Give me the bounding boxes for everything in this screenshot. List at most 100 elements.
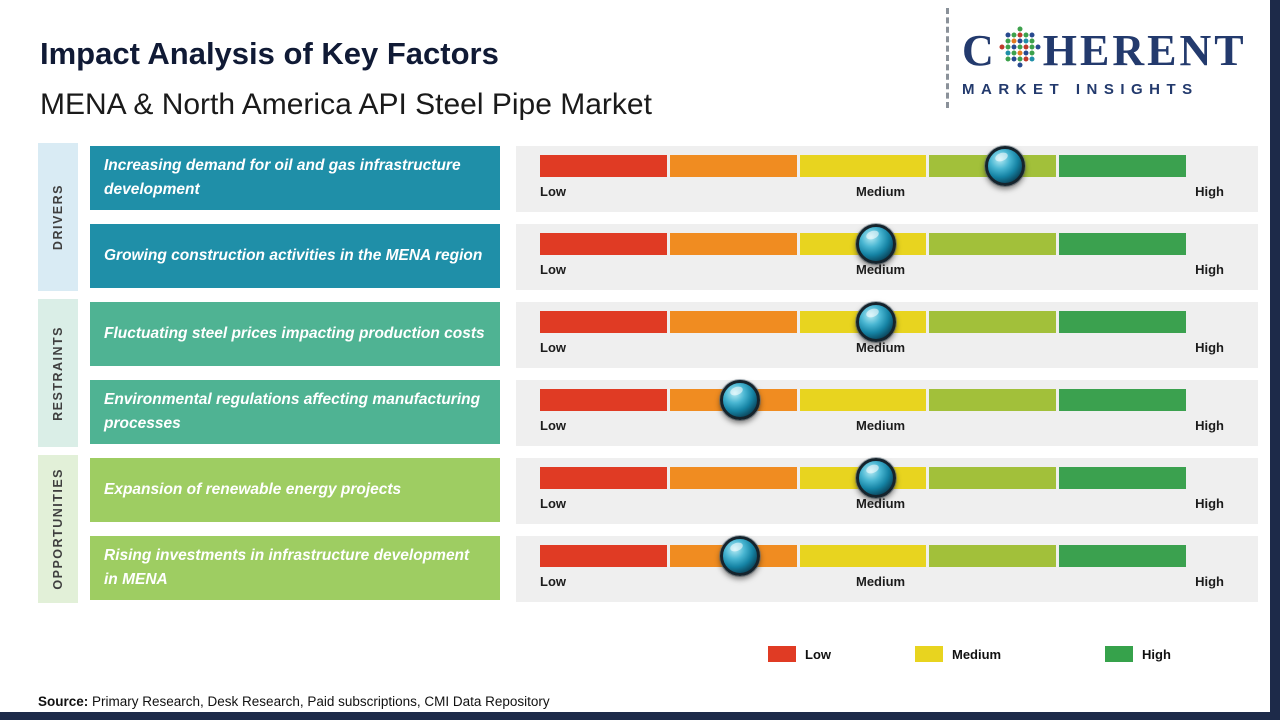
source-label: Source: <box>38 694 89 709</box>
impact-panel: Low Medium High <box>516 302 1258 368</box>
bar-segment <box>799 389 927 411</box>
factor-row: Growing construction activities in the M… <box>0 224 1280 290</box>
bar-segment <box>540 467 667 489</box>
impact-bar <box>540 146 1186 186</box>
factor-box: Growing construction activities in the M… <box>90 224 500 288</box>
legend-label: Low <box>805 646 831 662</box>
bar-segment <box>929 467 1057 489</box>
scale-label-high: High <box>1195 184 1224 199</box>
bottom-border <box>0 712 1280 720</box>
scale-labels: Low Medium High <box>540 184 1224 199</box>
factor-box: Expansion of renewable energy projects <box>90 458 500 522</box>
factor-box: Fluctuating steel prices impacting produ… <box>90 302 500 366</box>
factor-box: Increasing demand for oil and gas infras… <box>90 146 500 210</box>
source-line: Source: Primary Research, Desk Research,… <box>38 694 550 709</box>
bar-segment <box>929 311 1057 333</box>
scale-label-high: High <box>1195 262 1224 277</box>
scale-label-low: Low <box>540 262 566 277</box>
factor-row: Rising investments in infrastructure dev… <box>0 536 1280 602</box>
factor-row: Increasing demand for oil and gas infras… <box>0 146 1280 212</box>
logo-tagline: MARKET INSIGHTS <box>962 81 1199 98</box>
bar-segment <box>669 233 797 255</box>
bar-segment <box>929 389 1057 411</box>
right-border <box>1270 0 1280 720</box>
scale-label-medium: Medium <box>855 184 906 199</box>
company-logo: C HERENT MARKET INSIGHTS <box>962 26 1264 98</box>
scale-label-medium: Medium <box>855 496 906 511</box>
impact-bar <box>540 536 1186 576</box>
scale-label-low: Low <box>540 574 566 589</box>
bar-segment <box>669 155 797 177</box>
factor-text: Fluctuating steel prices impacting produ… <box>104 324 485 342</box>
scale-label-low: Low <box>540 418 566 433</box>
scale-label-low: Low <box>540 340 566 355</box>
bar-segment <box>1059 233 1186 255</box>
bar-segment <box>929 233 1057 255</box>
scale-label-low: Low <box>540 496 566 511</box>
impact-knob[interactable] <box>855 224 896 264</box>
bar-segment <box>1059 389 1186 411</box>
impact-knob[interactable] <box>855 302 896 342</box>
scale-label-high: High <box>1195 418 1224 433</box>
group-strip-drivers: DRIVERS <box>38 143 78 291</box>
logo-divider <box>946 8 949 108</box>
scale-label-low: Low <box>540 184 566 199</box>
factor-box: Environmental regulations affecting manu… <box>90 380 500 444</box>
bar-segment <box>540 389 667 411</box>
bar-segment <box>1059 545 1186 567</box>
logo-letter-c: C <box>962 26 997 75</box>
impact-knob[interactable] <box>855 458 896 498</box>
impact-panel: Low Medium High <box>516 380 1258 446</box>
factor-text: Environmental regulations affecting manu… <box>104 390 481 432</box>
logo-wordmark: C HERENT <box>962 26 1264 76</box>
legend-item: Low <box>768 646 831 662</box>
scale-labels: Low Medium High <box>540 418 1224 433</box>
globe-icon <box>999 26 1041 76</box>
logo-letters-herent: HERENT <box>1042 26 1247 75</box>
factor-row: Fluctuating steel prices impacting produ… <box>0 302 1280 368</box>
bar-segment <box>669 467 797 489</box>
impact-panel: Low Medium High <box>516 458 1258 524</box>
bar-segment <box>540 545 667 567</box>
scale-label-high: High <box>1195 340 1224 355</box>
scale-labels: Low Medium High <box>540 262 1224 277</box>
impact-bar <box>540 224 1186 264</box>
bar-segment <box>1059 155 1186 177</box>
legend-swatch <box>768 646 796 662</box>
bar-segment <box>669 311 797 333</box>
scale-label-medium: Medium <box>855 340 906 355</box>
factor-text: Rising investments in infrastructure dev… <box>104 546 470 588</box>
impact-panel: Low Medium High <box>516 224 1258 290</box>
page-subtitle: MENA & North America API Steel Pipe Mark… <box>40 88 652 121</box>
factor-row: Environmental regulations affecting manu… <box>0 380 1280 446</box>
legend: Low Medium High <box>768 646 1238 666</box>
bar-segment <box>540 311 667 333</box>
impact-bar <box>540 458 1186 498</box>
scale-labels: Low Medium High <box>540 496 1224 511</box>
factor-row: Expansion of renewable energy projects L… <box>0 458 1280 524</box>
bar-segment <box>540 155 667 177</box>
page-title: Impact Analysis of Key Factors <box>40 36 499 71</box>
legend-label: High <box>1142 646 1171 662</box>
legend-label: Medium <box>952 646 1002 662</box>
scale-label-high: High <box>1195 574 1224 589</box>
scale-label-medium: Medium <box>855 262 906 277</box>
bar-segment <box>799 155 927 177</box>
impact-knob[interactable] <box>720 536 761 576</box>
bar-segment <box>1059 467 1186 489</box>
impact-knob[interactable] <box>720 380 761 420</box>
scale-label-medium: Medium <box>855 418 906 433</box>
bar-segment <box>1059 311 1186 333</box>
bar-segment <box>540 233 667 255</box>
group-strip-restraints: RESTRAINTS <box>38 299 78 447</box>
group-strip-opportunities: OPPORTUNITIES <box>38 455 78 603</box>
legend-swatch <box>1105 646 1133 662</box>
factor-text: Growing construction activities in the M… <box>104 246 483 264</box>
impact-panel: Low Medium High <box>516 536 1258 602</box>
scale-label-medium: Medium <box>855 574 906 589</box>
bar-segment <box>799 545 927 567</box>
impact-bar <box>540 380 1186 420</box>
impact-knob[interactable] <box>985 146 1026 186</box>
scale-labels: Low Medium High <box>540 574 1224 589</box>
